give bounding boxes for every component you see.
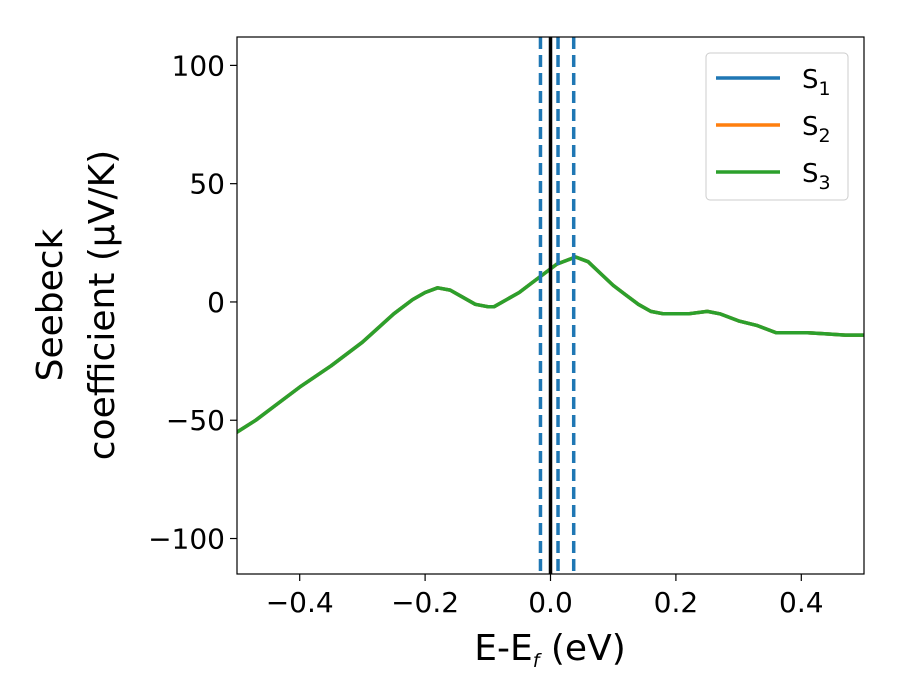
y-tick-label: −100 — [148, 523, 225, 556]
y-tick-label: −50 — [166, 404, 225, 437]
plot-lines — [237, 255, 864, 434]
series-line-s3 — [237, 255, 864, 434]
x-axis-label: E-Ef (eV) — [474, 628, 626, 672]
x-tick-label: 0.4 — [779, 586, 824, 619]
y-axis-label: Seebeck coefficient (μV/K) — [30, 150, 123, 460]
legend-label: S2 — [802, 112, 831, 147]
legend-label: S1 — [802, 65, 831, 100]
y-axis-ticks: −100 −50 0 50 100 — [148, 49, 237, 556]
x-tick-label: −0.4 — [266, 586, 334, 619]
legend-label: S3 — [802, 159, 831, 194]
y-axis-label-line1: Seebeck — [30, 228, 71, 381]
legend: S1 S2 S3 — [705, 52, 849, 201]
x-tick-label: 0.0 — [528, 586, 573, 619]
x-axis-ticks: −0.4 −0.2 0.0 0.2 0.4 — [266, 574, 824, 619]
y-tick-label: 50 — [189, 168, 225, 201]
x-tick-label: −0.2 — [391, 586, 459, 619]
y-axis-label-line2: coefficient (μV/K) — [82, 150, 123, 460]
y-tick-label: 0 — [207, 286, 225, 319]
x-tick-label: 0.2 — [654, 586, 699, 619]
y-tick-label: 100 — [172, 49, 225, 82]
reference-lines — [538, 37, 576, 574]
